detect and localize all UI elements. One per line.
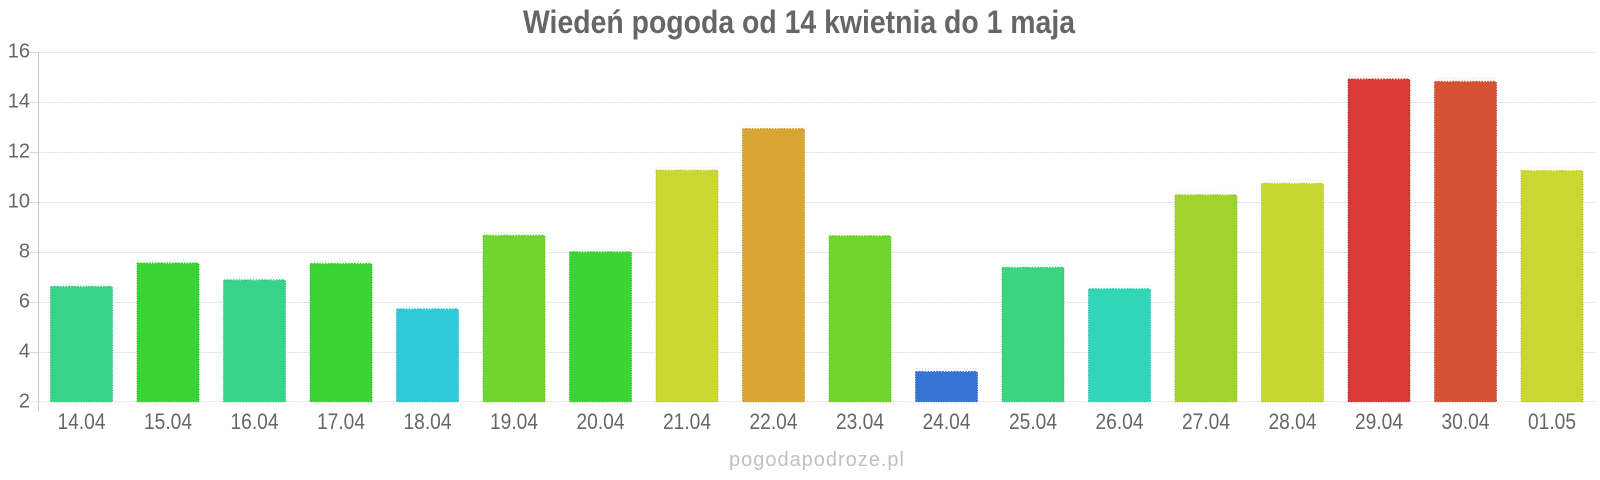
svg-text:10: 10 [8,191,30,213]
svg-text:30.04: 30.04 [1442,409,1490,434]
svg-text:4: 4 [19,341,30,363]
svg-text:14: 14 [8,91,30,113]
svg-text:19.04: 19.04 [490,409,538,434]
svg-text:16.04: 16.04 [231,409,279,434]
svg-text:2: 2 [19,391,30,413]
svg-text:20.04: 20.04 [577,409,625,434]
svg-text:21.04: 21.04 [663,409,711,434]
svg-text:8: 8 [19,241,30,263]
svg-text:29.04: 29.04 [1355,409,1403,434]
svg-text:23.04: 23.04 [836,409,884,434]
svg-text:14.04: 14.04 [58,409,106,434]
svg-text:01.05: 01.05 [1528,409,1576,434]
svg-text:24.04: 24.04 [923,409,971,434]
svg-text:16: 16 [8,41,30,63]
svg-text:pogodapodroze.pl: pogodapodroze.pl [729,449,904,471]
svg-text:17.04: 17.04 [317,409,365,434]
svg-text:6: 6 [19,291,30,313]
svg-text:26.04: 26.04 [1096,409,1144,434]
svg-text:15.04: 15.04 [144,409,192,434]
svg-text:12: 12 [8,141,30,163]
svg-text:28.04: 28.04 [1269,409,1317,434]
svg-text:25.04: 25.04 [1009,409,1057,434]
svg-text:27.04: 27.04 [1182,409,1230,434]
svg-text:Wiedeń pogoda od 14 kwietnia d: Wiedeń pogoda od 14 kwietnia do 1 maja [523,4,1075,40]
svg-text:18.04: 18.04 [404,409,452,434]
svg-text:22.04: 22.04 [750,409,798,434]
